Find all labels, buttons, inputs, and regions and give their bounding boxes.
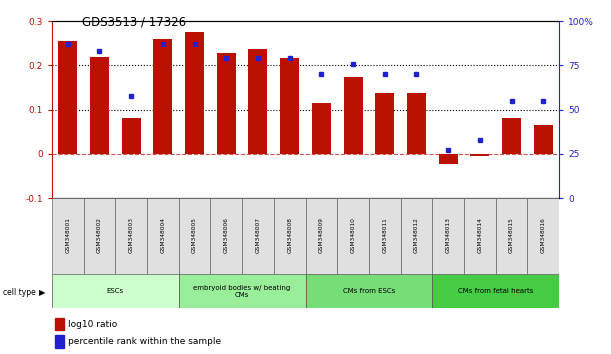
Bar <box>464 198 496 274</box>
Bar <box>185 32 204 154</box>
Text: GSM348011: GSM348011 <box>382 217 387 253</box>
Bar <box>242 198 274 274</box>
Bar <box>343 76 362 154</box>
Bar <box>470 154 489 156</box>
Bar <box>534 125 553 154</box>
Text: GSM348003: GSM348003 <box>129 217 134 253</box>
Bar <box>52 198 84 274</box>
Text: CMs from ESCs: CMs from ESCs <box>343 288 395 294</box>
Bar <box>433 198 464 274</box>
Text: GSM348008: GSM348008 <box>287 217 292 253</box>
Text: GSM348006: GSM348006 <box>224 217 229 253</box>
Bar <box>90 57 109 154</box>
Bar <box>312 103 331 154</box>
Bar <box>401 198 433 274</box>
Text: GSM348016: GSM348016 <box>541 217 546 253</box>
Text: GSM348013: GSM348013 <box>445 217 451 253</box>
Text: GSM348012: GSM348012 <box>414 217 419 253</box>
Bar <box>407 93 426 154</box>
Bar <box>52 274 179 308</box>
Text: cell type: cell type <box>3 287 36 297</box>
Bar <box>210 198 242 274</box>
Bar <box>274 198 306 274</box>
Bar <box>375 93 394 154</box>
Bar <box>439 154 458 164</box>
Text: GSM348010: GSM348010 <box>351 217 356 253</box>
Bar <box>115 198 147 274</box>
Bar <box>147 198 179 274</box>
Text: log10 ratio: log10 ratio <box>68 320 117 329</box>
Bar <box>337 198 369 274</box>
Bar <box>84 198 115 274</box>
Bar <box>306 198 337 274</box>
Text: GSM348005: GSM348005 <box>192 217 197 253</box>
Text: GSM348001: GSM348001 <box>65 217 70 253</box>
Bar <box>502 118 521 154</box>
Bar <box>122 118 141 154</box>
Bar <box>58 41 78 154</box>
Text: GDS3513 / 17326: GDS3513 / 17326 <box>82 16 186 29</box>
Text: GSM348015: GSM348015 <box>509 217 514 253</box>
Bar <box>280 57 299 154</box>
Text: embryoid bodies w/ beating
CMs: embryoid bodies w/ beating CMs <box>194 285 291 298</box>
Text: GSM348004: GSM348004 <box>160 217 166 253</box>
Bar <box>369 198 401 274</box>
Bar <box>527 198 559 274</box>
Bar <box>496 198 527 274</box>
Bar <box>249 49 268 154</box>
Text: CMs from fetal hearts: CMs from fetal hearts <box>458 288 533 294</box>
Bar <box>153 39 172 154</box>
Text: GSM348007: GSM348007 <box>255 217 260 253</box>
Text: percentile rank within the sample: percentile rank within the sample <box>68 337 221 346</box>
Text: GSM348009: GSM348009 <box>319 217 324 253</box>
Bar <box>179 198 210 274</box>
Text: ESCs: ESCs <box>107 288 124 294</box>
Text: ▶: ▶ <box>38 287 45 297</box>
Bar <box>56 318 64 330</box>
Text: GSM348002: GSM348002 <box>97 217 102 253</box>
Bar <box>433 274 559 308</box>
Bar <box>306 274 433 308</box>
Bar <box>56 335 64 348</box>
Text: GSM348014: GSM348014 <box>477 217 482 253</box>
Bar <box>179 274 306 308</box>
Bar <box>217 53 236 154</box>
